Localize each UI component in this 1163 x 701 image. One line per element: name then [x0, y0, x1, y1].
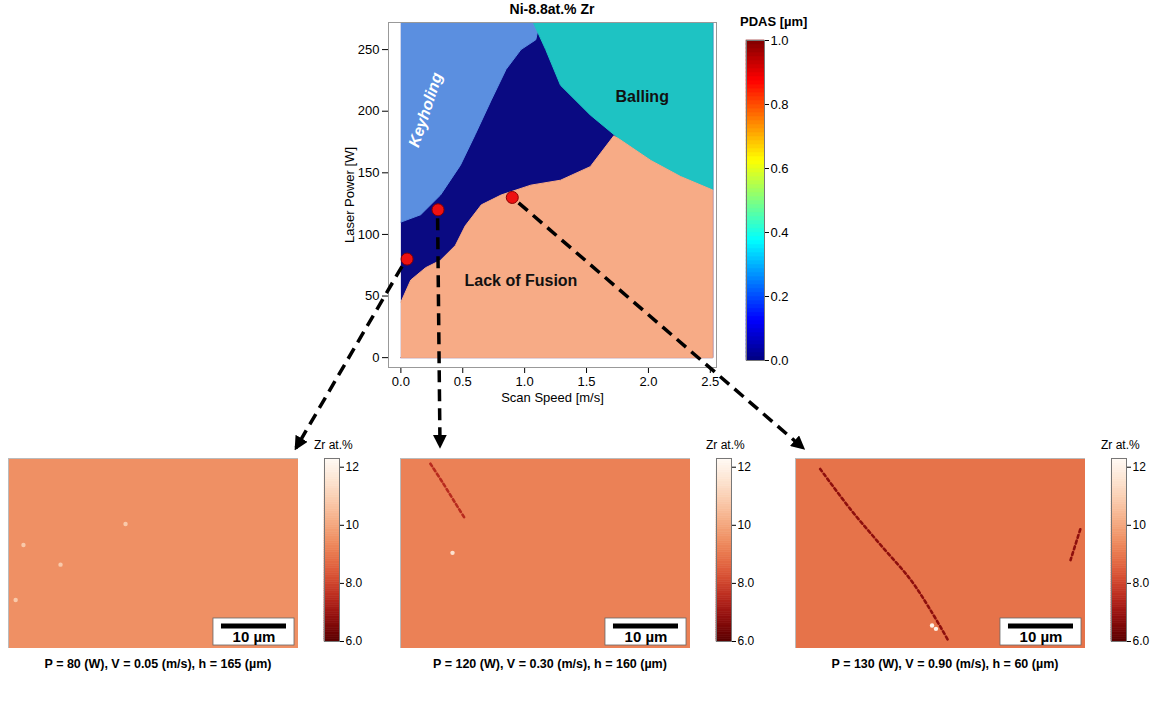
svg-text:6.0: 6.0 — [738, 634, 755, 648]
svg-text:0.0: 0.0 — [771, 353, 789, 368]
svg-text:Keyholing: Keyholing — [405, 70, 445, 149]
svg-text:10: 10 — [346, 518, 360, 532]
svg-text:8.0: 8.0 — [346, 576, 363, 590]
svg-text:6.0: 6.0 — [346, 634, 363, 648]
svg-text:0.6: 0.6 — [771, 161, 789, 176]
svg-text:8.0: 8.0 — [1133, 576, 1150, 590]
svg-text:12: 12 — [738, 460, 752, 474]
svg-text:200: 200 — [358, 103, 380, 118]
html-text:P = 120 (W), V = 0.30 (m/s), h: P = 120 (W), V = 0.30 (m/s), h = 160 (µm… — [433, 657, 667, 671]
svg-text:2.5: 2.5 — [701, 374, 719, 389]
svg-text:10 µm: 10 µm — [1020, 628, 1063, 645]
svg-text:10: 10 — [738, 518, 752, 532]
html-text:Zr at.%: Zr at.% — [1101, 438, 1140, 452]
svg-text:6.0: 6.0 — [1133, 634, 1150, 648]
html-text:Ni-8.8at.% Zr: Ni-8.8at.% Zr — [509, 1, 595, 17]
svg-text:250: 250 — [358, 42, 380, 57]
svg-text:50: 50 — [365, 288, 379, 303]
svg-text:0: 0 — [372, 350, 379, 365]
html-text:P = 130 (W), V = 0.90 (m/s), h: P = 130 (W), V = 0.90 (m/s), h = 60 (µm) — [831, 657, 1059, 671]
svg-text:Laser Power [W]: Laser Power [W] — [342, 147, 357, 243]
svg-text:0.4: 0.4 — [771, 225, 789, 240]
svg-text:2.0: 2.0 — [639, 374, 657, 389]
svg-text:10 µm: 10 µm — [233, 628, 276, 645]
svg-text:100: 100 — [358, 227, 380, 242]
html-text:P = 80 (W), V = 0.05 (m/s), h: P = 80 (W), V = 0.05 (m/s), h = 165 (µm) — [44, 657, 272, 671]
svg-text:150: 150 — [358, 165, 380, 180]
svg-text:8.0: 8.0 — [738, 576, 755, 590]
html-text:Zr at.%: Zr at.% — [314, 438, 353, 452]
svg-text:Balling: Balling — [616, 88, 669, 105]
svg-text:Lack of Fusion: Lack of Fusion — [464, 272, 577, 289]
html-text:Zr at.%: Zr at.% — [706, 438, 745, 452]
html-text:PDAS [µm]: PDAS [µm] — [740, 14, 808, 29]
svg-text:0.0: 0.0 — [392, 374, 410, 389]
svg-text:0.5: 0.5 — [454, 374, 472, 389]
svg-text:10 µm: 10 µm — [625, 628, 668, 645]
svg-text:0.8: 0.8 — [771, 97, 789, 112]
svg-text:1.0: 1.0 — [771, 33, 789, 48]
svg-text:0.2: 0.2 — [771, 289, 789, 304]
svg-text:1.5: 1.5 — [577, 374, 595, 389]
svg-text:12: 12 — [346, 460, 360, 474]
svg-text:Scan Speed [m/s]: Scan Speed [m/s] — [501, 390, 604, 405]
svg-text:1.0: 1.0 — [516, 374, 534, 389]
svg-text:12: 12 — [1133, 460, 1147, 474]
svg-text:10: 10 — [1133, 518, 1147, 532]
